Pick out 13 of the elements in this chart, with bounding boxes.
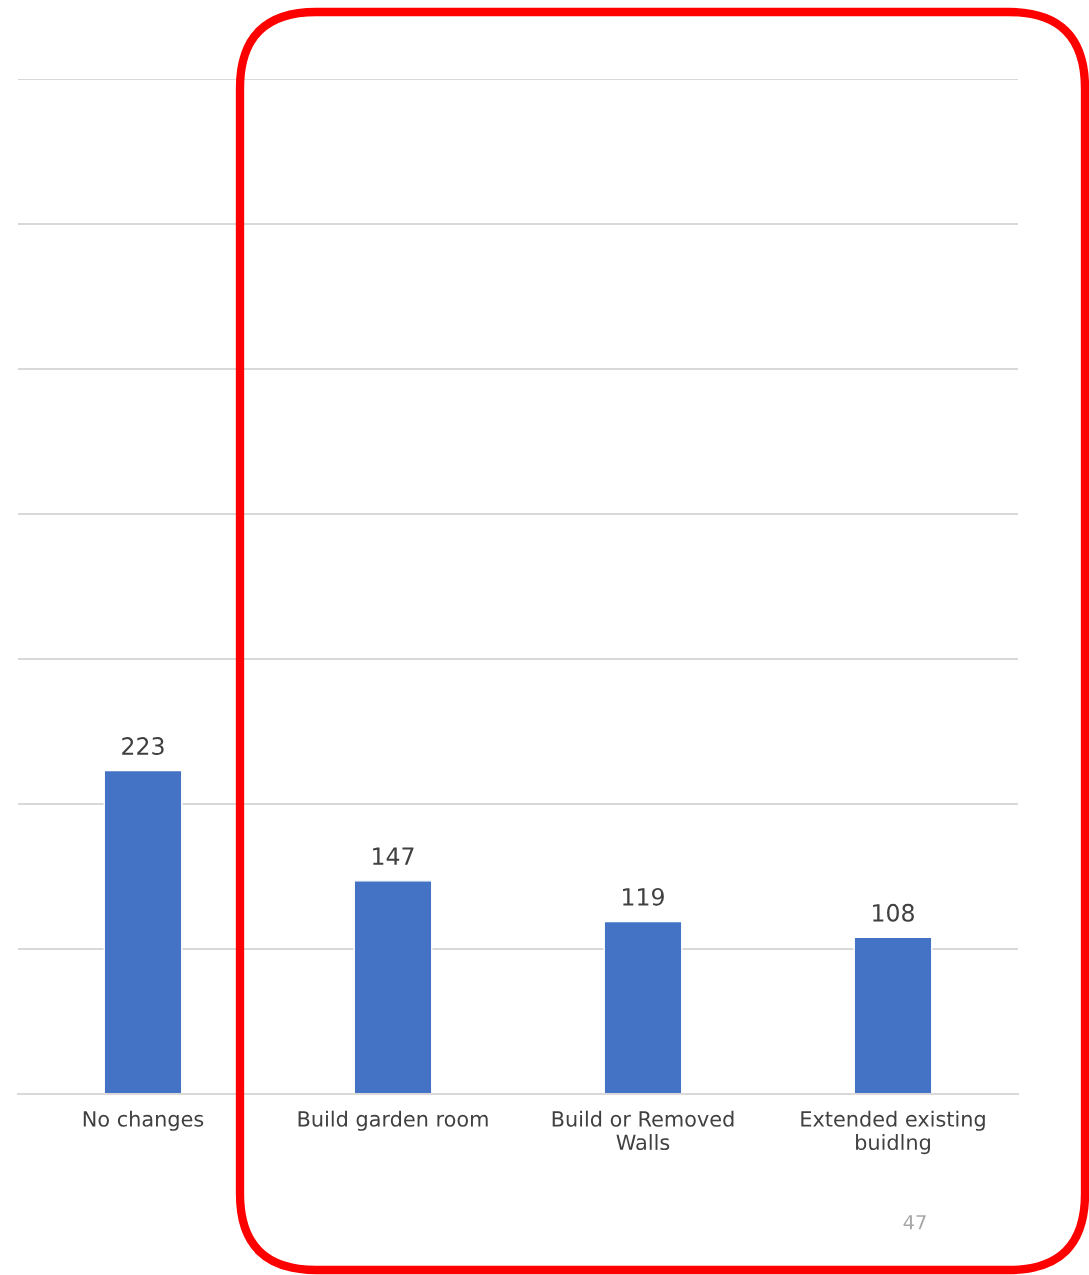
bar <box>103 769 183 1094</box>
data-label: 108 <box>873 903 914 922</box>
x-tick-label: Extended existing buidlng <box>801 1110 985 1155</box>
data-label: 119 <box>623 887 664 906</box>
text: 47 <box>903 1215 926 1230</box>
data-label: 223 <box>122 737 164 755</box>
x-tick-label: Build garden room <box>298 1110 488 1131</box>
bar <box>353 880 433 1094</box>
bar <box>853 936 933 1094</box>
x-tick-label: Build or Removed Walls <box>552 1110 734 1151</box>
data-label: 147 <box>373 847 414 865</box>
x-tick-label: No changes <box>83 1110 204 1131</box>
bar <box>603 920 683 1094</box>
